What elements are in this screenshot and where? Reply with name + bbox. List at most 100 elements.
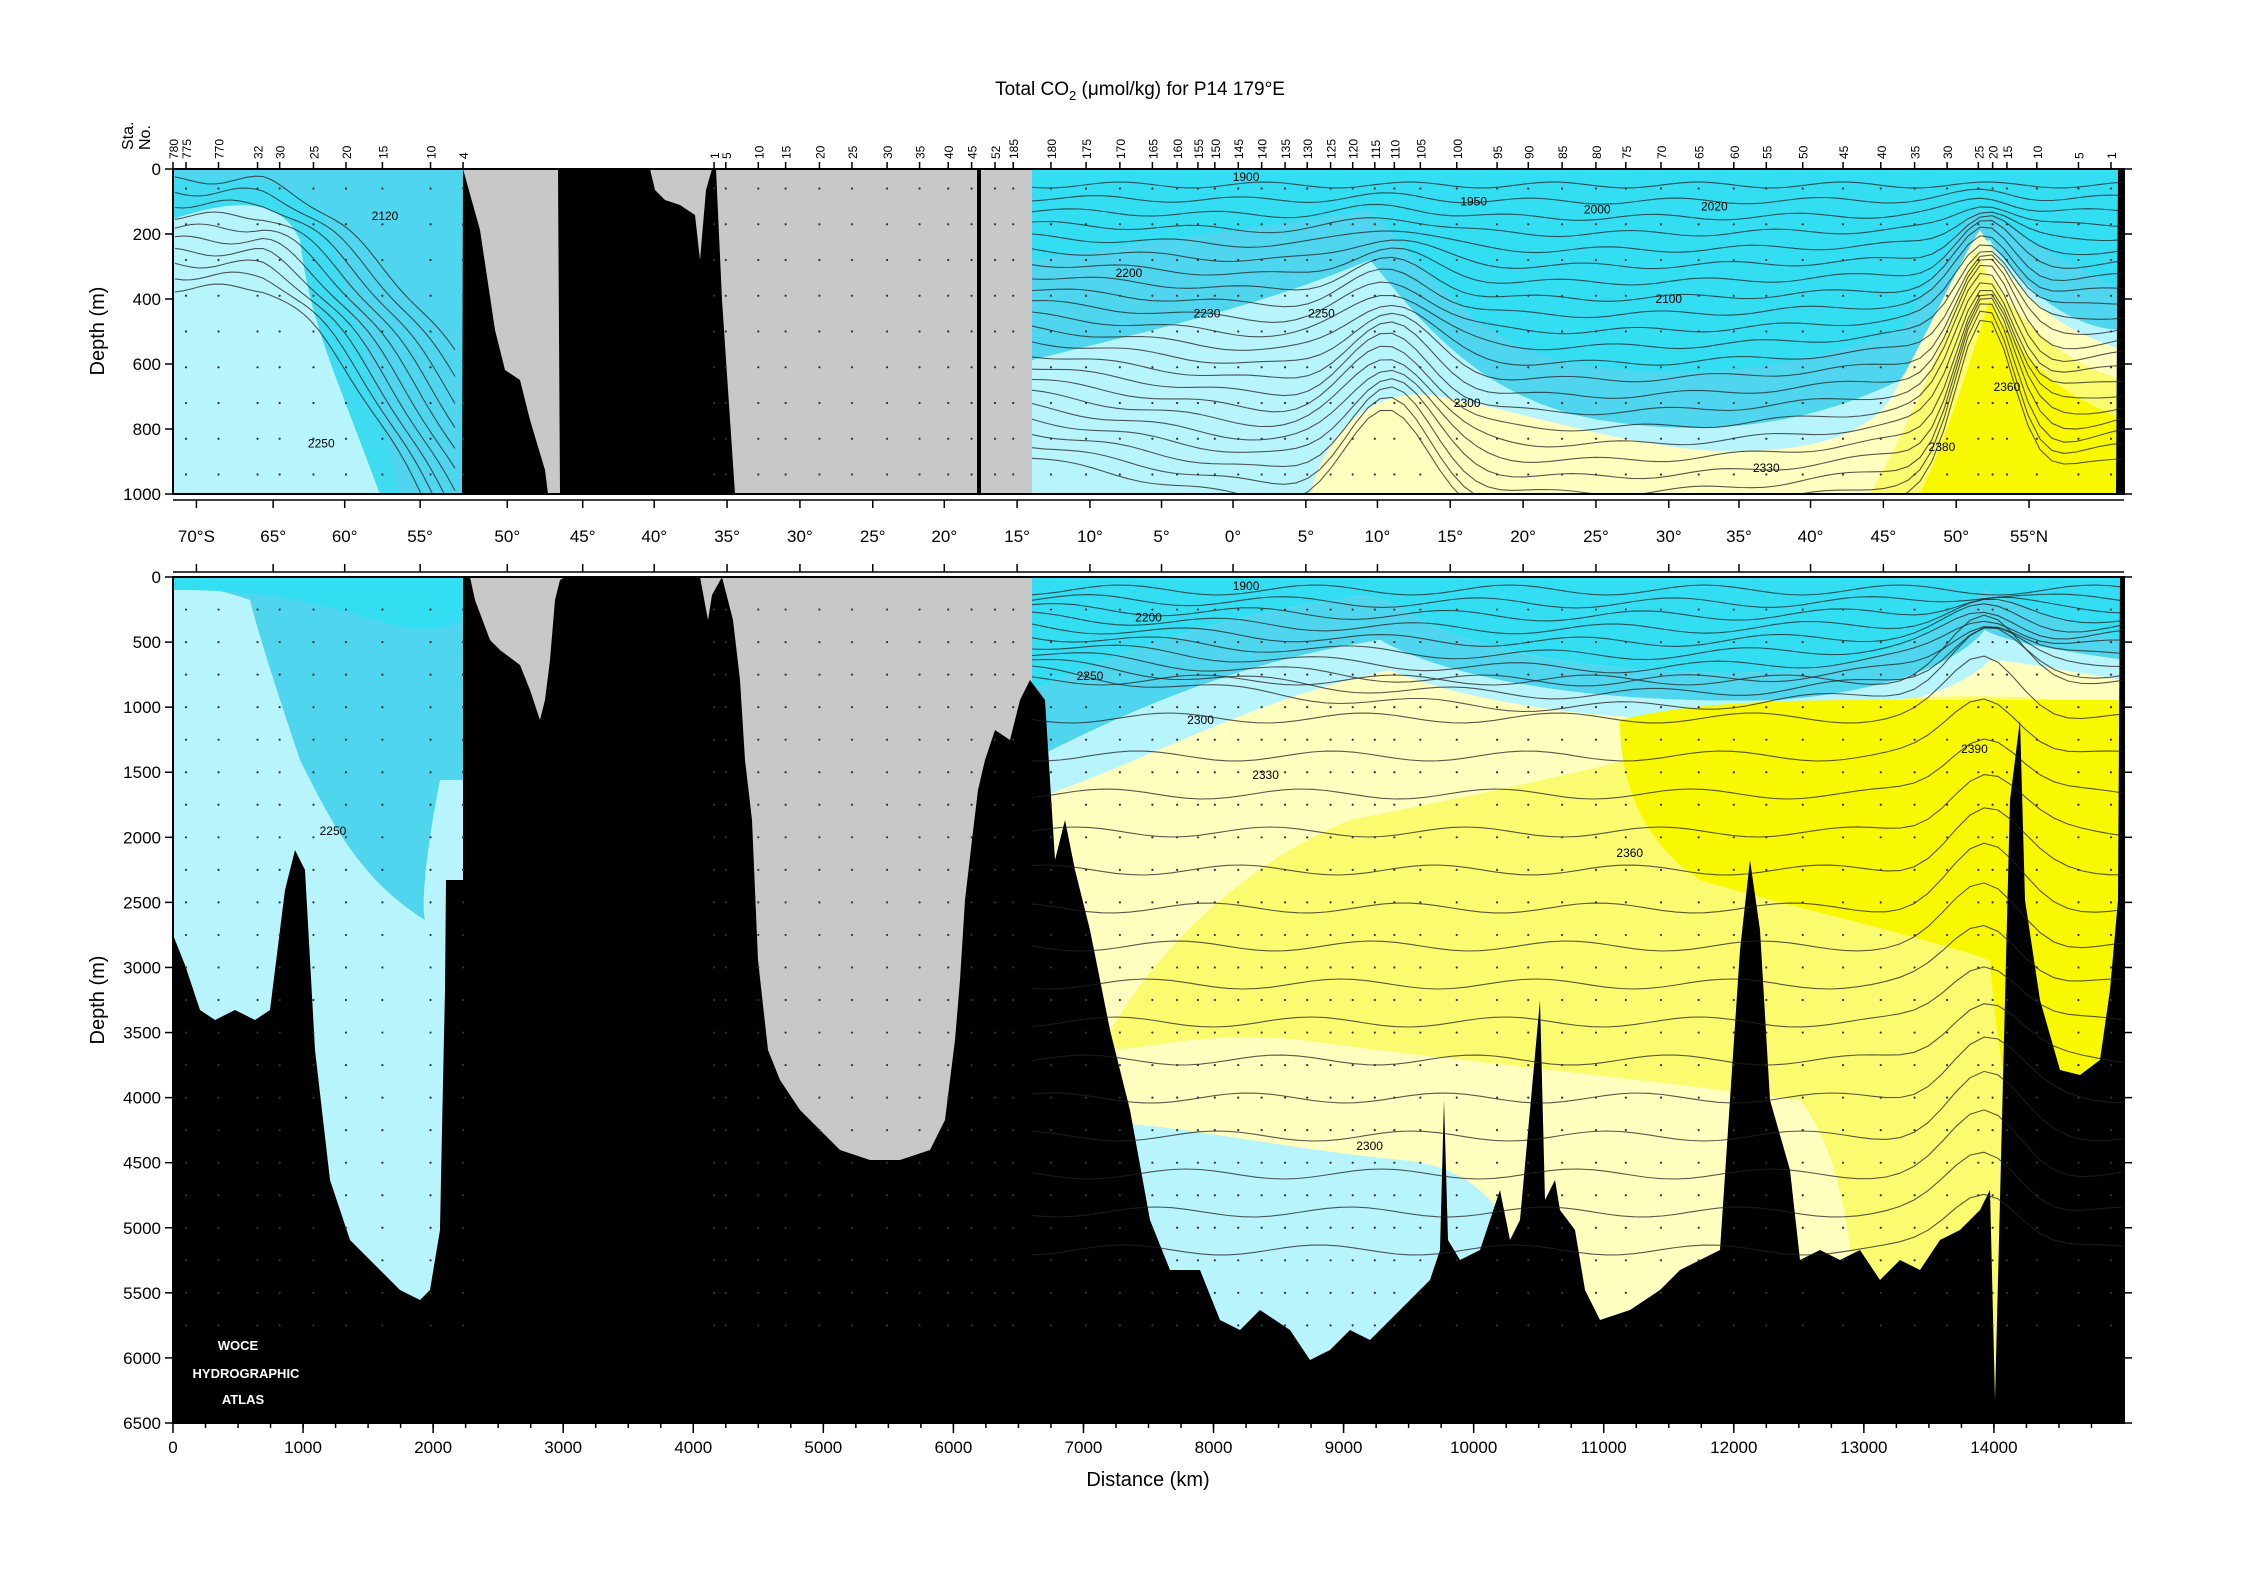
top-sample-dot <box>1237 223 1240 226</box>
bottom-sample-dot <box>1732 998 1735 1002</box>
top-sample-dot <box>278 330 281 333</box>
bottom-sample-dot <box>1283 1063 1287 1067</box>
bottom-sample-dot <box>1283 1031 1287 1034</box>
station-label: 30 <box>274 145 288 159</box>
bottom-sample-dot <box>1977 673 1980 676</box>
bottom-sample-dot <box>1351 998 1354 1002</box>
top-sample-dot <box>1237 294 1240 297</box>
top-sample-dot <box>2035 366 2038 369</box>
bottom-sample-dot <box>1084 868 1088 871</box>
top-sample-dot <box>1697 366 1700 369</box>
bottom-sample-dot <box>757 1161 760 1164</box>
bottom-sample-dot <box>1283 1291 1287 1294</box>
bottom-sample-dot <box>1151 868 1154 871</box>
top-south-isoline <box>174 187 456 377</box>
top-y-tick-label: 1000 <box>123 485 161 504</box>
bottom-sample-dot <box>2077 901 2080 904</box>
bottom-sample-dot <box>1237 998 1240 1002</box>
top-sample-dot <box>1196 366 1200 369</box>
top-sample-dot <box>1697 473 1700 476</box>
bottom-sample-dot <box>1946 1063 1949 1067</box>
bottom-sample-dot <box>724 998 727 1002</box>
bottom-sample-dot <box>1624 1129 1627 1132</box>
top-sample-dot <box>1176 223 1179 226</box>
bottom-sample-dot <box>2077 738 2080 741</box>
bottom-sample-dot <box>1151 706 1154 709</box>
top-sample-dot <box>918 258 921 262</box>
top-sample-dot <box>1049 437 1053 440</box>
top-sample-dot <box>312 473 315 476</box>
top-sample-dot <box>1118 330 1121 333</box>
bottom-sample-dot <box>1260 1063 1263 1067</box>
bottom-sample-dot <box>1012 608 1015 611</box>
bottom-sample-dot <box>1495 1324 1499 1327</box>
top-sample-dot <box>1151 294 1154 297</box>
bottom-sample-dot <box>1946 1194 1949 1197</box>
station-label: 45 <box>1837 145 1851 159</box>
bottom-sample-dot <box>1801 1063 1804 1067</box>
bottom-sample-dot <box>278 1129 281 1132</box>
top-south-isoline <box>174 199 456 404</box>
bottom-sample-dot <box>1977 1031 1980 1034</box>
bottom-sample-dot <box>381 1063 384 1067</box>
bottom-sample-dot <box>1495 640 1499 644</box>
top-sample-dot <box>1351 294 1354 297</box>
top-contour-label: 1900 <box>1233 170 1260 184</box>
bottom-sample-dot <box>184 1194 188 1197</box>
bottom-sample-dot <box>1373 1129 1376 1132</box>
bottom-sample-dot <box>1991 640 1994 644</box>
bottom-sample-dot <box>1260 1129 1263 1132</box>
bottom-sample-dot <box>1913 998 1916 1002</box>
bottom-y-tick-label: 2500 <box>123 893 161 912</box>
bottom-sample-dot <box>1196 1096 1200 1099</box>
bottom-sample-dot <box>885 640 889 644</box>
bottom-sample-dot <box>1801 673 1804 676</box>
bottom-sample-dot <box>1527 933 1530 937</box>
bottom-sample-dot <box>818 998 821 1002</box>
top-sample-dot <box>2077 223 2080 226</box>
bottom-sample-dot <box>1283 1194 1287 1197</box>
top-sample-dot <box>1393 258 1396 262</box>
top-isoline <box>1031 181 2124 189</box>
bottom-sample-dot <box>1732 966 1735 969</box>
top-sample-dot <box>757 223 760 226</box>
bottom-sample-dot <box>1419 933 1422 937</box>
top-sample-dot <box>1118 437 1121 440</box>
bottom-sample-dot <box>1697 1324 1700 1327</box>
top-sample-dot <box>217 258 220 262</box>
bottom-sample-dot <box>1455 803 1458 806</box>
top-sample-dot <box>1176 401 1179 405</box>
bottom-sample-dot <box>724 1129 727 1132</box>
top-y-tick-label: 800 <box>133 420 161 439</box>
bottom-sample-dot <box>724 738 727 741</box>
bottom-sample-dot <box>1977 771 1980 774</box>
top-sample-dot <box>850 258 854 262</box>
bottom-sample-dot <box>1260 738 1263 741</box>
bottom-sample-dot <box>1260 836 1263 839</box>
bottom-sample-dot <box>1306 771 1309 774</box>
top-sample-dot <box>1118 473 1121 476</box>
bottom-sample-dot <box>1946 1226 1949 1229</box>
bottom-sample-dot <box>970 1161 973 1164</box>
bottom-sample-dot <box>1841 640 1845 644</box>
bottom-sample-dot <box>429 998 432 1002</box>
bottom-sample-dot <box>1393 673 1396 676</box>
bottom-sample-dot <box>2077 1194 2080 1197</box>
top-sample-dot <box>1765 401 1768 405</box>
bottom-sample-dot <box>885 933 889 937</box>
top-sample-dot <box>712 366 716 369</box>
bottom-sample-dot <box>1732 1259 1735 1262</box>
bottom-sample-dot <box>1306 1291 1309 1294</box>
top-contour-label: 2330 <box>1753 461 1780 475</box>
bottom-sample-dot <box>1283 1324 1287 1327</box>
bottom-sample-dot <box>1084 998 1088 1002</box>
bottom-sample-dot <box>1879 673 1882 676</box>
bottom-sample-dot <box>1012 901 1015 904</box>
top-sample-dot <box>461 401 465 405</box>
top-sample-dot <box>2077 366 2080 369</box>
top-sample-dot <box>184 294 188 297</box>
bottom-sample-dot <box>1151 608 1154 611</box>
bottom-sample-dot <box>1455 608 1458 611</box>
top-sample-dot <box>947 258 950 262</box>
bottom-sample-dot <box>1732 933 1735 937</box>
